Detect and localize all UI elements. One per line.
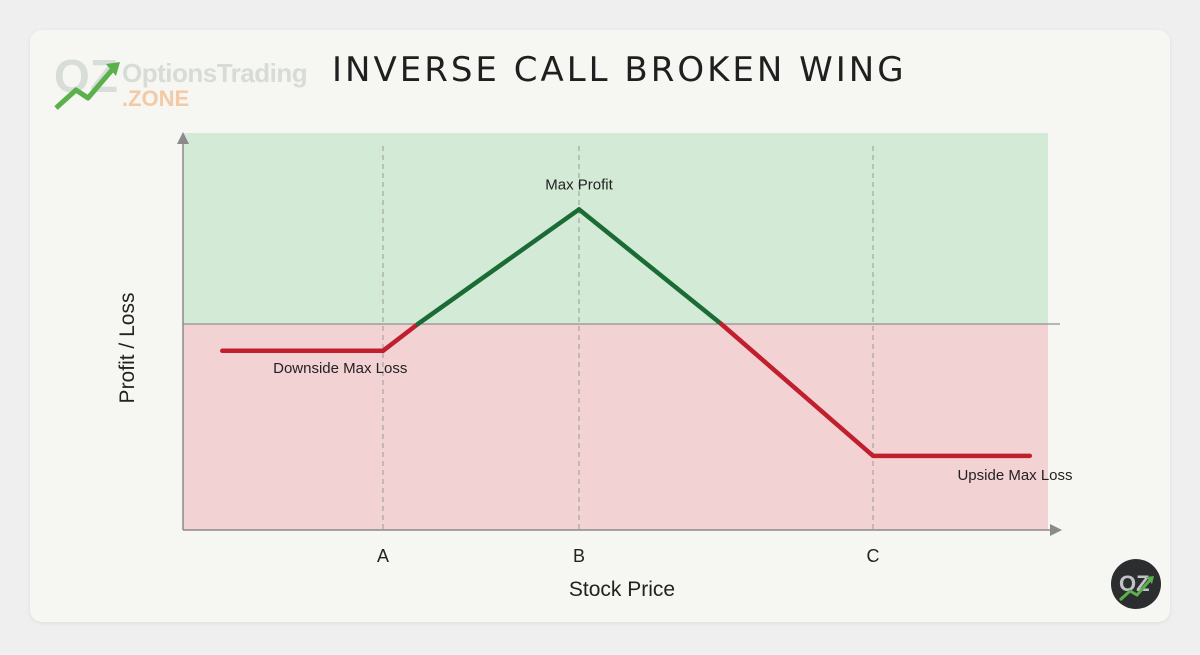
x-tick-B: B xyxy=(573,546,585,566)
x-axis-label: Stock Price xyxy=(569,578,675,601)
payoff-segment-2 xyxy=(415,207,582,327)
oz-logo-icon: OZ xyxy=(54,50,120,110)
payoff-segment-4 xyxy=(719,321,876,459)
payoff-segment-1 xyxy=(380,321,421,354)
x-axis-arrow xyxy=(1050,524,1062,536)
x-tick-C: C xyxy=(867,546,880,566)
y-axis-arrow xyxy=(177,132,189,144)
payoff-segment-3 xyxy=(576,207,724,327)
max-profit-label: Max Profit xyxy=(545,176,613,193)
logo-domain: .ZONE xyxy=(122,86,190,111)
loss-zone xyxy=(183,324,1048,530)
x-tick-A: A xyxy=(377,546,389,566)
y-axis-label: Profit / Loss xyxy=(116,293,139,404)
logo-wordmark: OptionsTrading xyxy=(122,58,308,88)
downside-max-loss-label: Downside Max Loss xyxy=(273,360,407,377)
upside-max-loss-label: Upside Max Loss xyxy=(957,467,1072,484)
chart-title: INVERSE CALL BROKEN WING xyxy=(332,50,907,90)
profit-zone xyxy=(183,133,1048,324)
oz-badge-icon: OZ xyxy=(1111,559,1161,609)
